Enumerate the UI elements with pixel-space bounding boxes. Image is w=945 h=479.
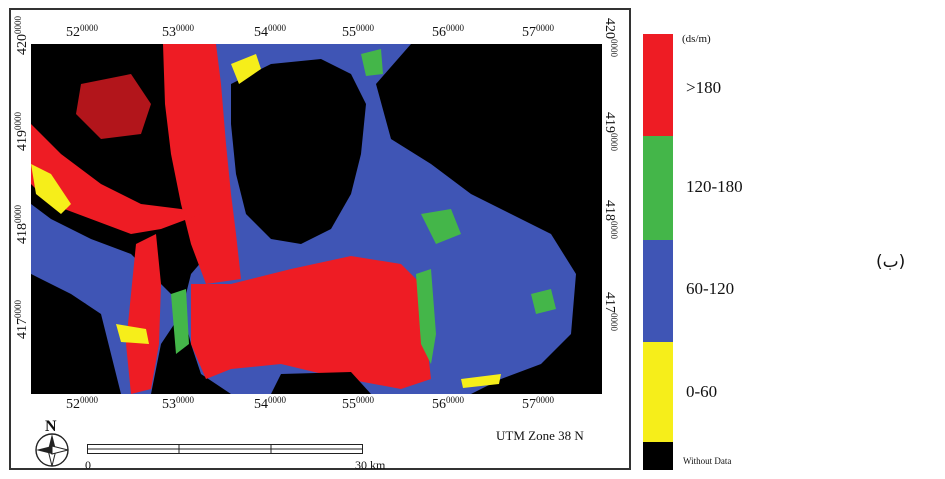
y-tick-right-1: 4200000	[602, 18, 619, 57]
salinity-map-graphic	[31, 44, 602, 394]
salinity-map	[31, 44, 602, 394]
x-tick-bottom-3: 540000	[254, 395, 286, 412]
y-tick-right-4: 4170000	[602, 292, 619, 331]
legend-label-high: >180	[686, 78, 722, 97]
x-tick-top-3: 540000	[254, 23, 286, 40]
figure-label: (ب)	[876, 252, 906, 272]
legend-label-low: 0-60	[686, 382, 718, 401]
legend-swatch-no-data	[643, 442, 673, 470]
scale-start-label: 0	[85, 458, 91, 472]
x-tick-bottom-4: 550000	[342, 395, 374, 412]
black-lake-center	[231, 59, 366, 244]
red-patch-northwest	[76, 74, 151, 139]
y-tick-left-3: 4180000	[13, 205, 30, 244]
yellow-patch-1	[31, 164, 71, 214]
x-tick-bottom-5: 560000	[432, 395, 464, 412]
x-tick-top-1: 520000	[66, 23, 98, 40]
y-tick-right-2: 4190000	[602, 112, 619, 151]
legend-label-no-data: Without Data	[683, 456, 732, 466]
scale-end-label: 30 km	[355, 458, 386, 472]
x-tick-top-4: 550000	[342, 23, 374, 40]
scale-bar	[87, 444, 363, 454]
legend-label-mid: 60-120	[686, 279, 735, 298]
legend-unit: (ds/m)	[682, 33, 711, 45]
x-tick-top-5: 560000	[432, 23, 464, 40]
legend-label-mid-high: 120-180	[686, 177, 743, 196]
map-frame	[9, 8, 631, 470]
y-tick-left-2: 4190000	[13, 112, 30, 151]
x-tick-top-6: 570000	[522, 23, 554, 40]
legend-swatch-blue	[643, 240, 673, 342]
red-channel-north	[163, 44, 241, 284]
y-tick-right-3: 4180000	[602, 200, 619, 239]
green-fringe-4	[171, 289, 189, 354]
red-zone-west	[31, 124, 201, 234]
x-tick-bottom-6: 570000	[522, 395, 554, 412]
red-zone-south	[191, 256, 431, 389]
x-tick-bottom-2: 530000	[162, 395, 194, 412]
black-patch-southeast	[271, 372, 371, 394]
north-arrow-icon	[35, 433, 69, 467]
legend	[643, 34, 673, 470]
y-tick-left-4: 4170000	[13, 300, 30, 339]
legend-swatch-red	[643, 34, 673, 136]
x-tick-bottom-1: 520000	[66, 395, 98, 412]
x-tick-top-2: 530000	[162, 23, 194, 40]
green-fringe-3	[531, 289, 556, 314]
red-channel-southwest	[126, 234, 161, 394]
green-fringe-2	[421, 209, 461, 244]
legend-swatch-yellow	[643, 342, 673, 442]
utm-zone-label: UTM Zone 38 N	[496, 428, 584, 443]
yellow-patch-3	[231, 54, 261, 84]
yellow-patch-2	[116, 324, 149, 344]
green-fringe-1	[416, 269, 436, 364]
y-tick-left-1: 4200000	[13, 16, 30, 55]
yellow-patch-4	[461, 374, 501, 388]
north-letter: N	[45, 418, 57, 435]
legend-swatch-green	[643, 136, 673, 240]
black-patch-southwest	[31, 274, 91, 394]
green-fringe-5	[361, 49, 383, 76]
